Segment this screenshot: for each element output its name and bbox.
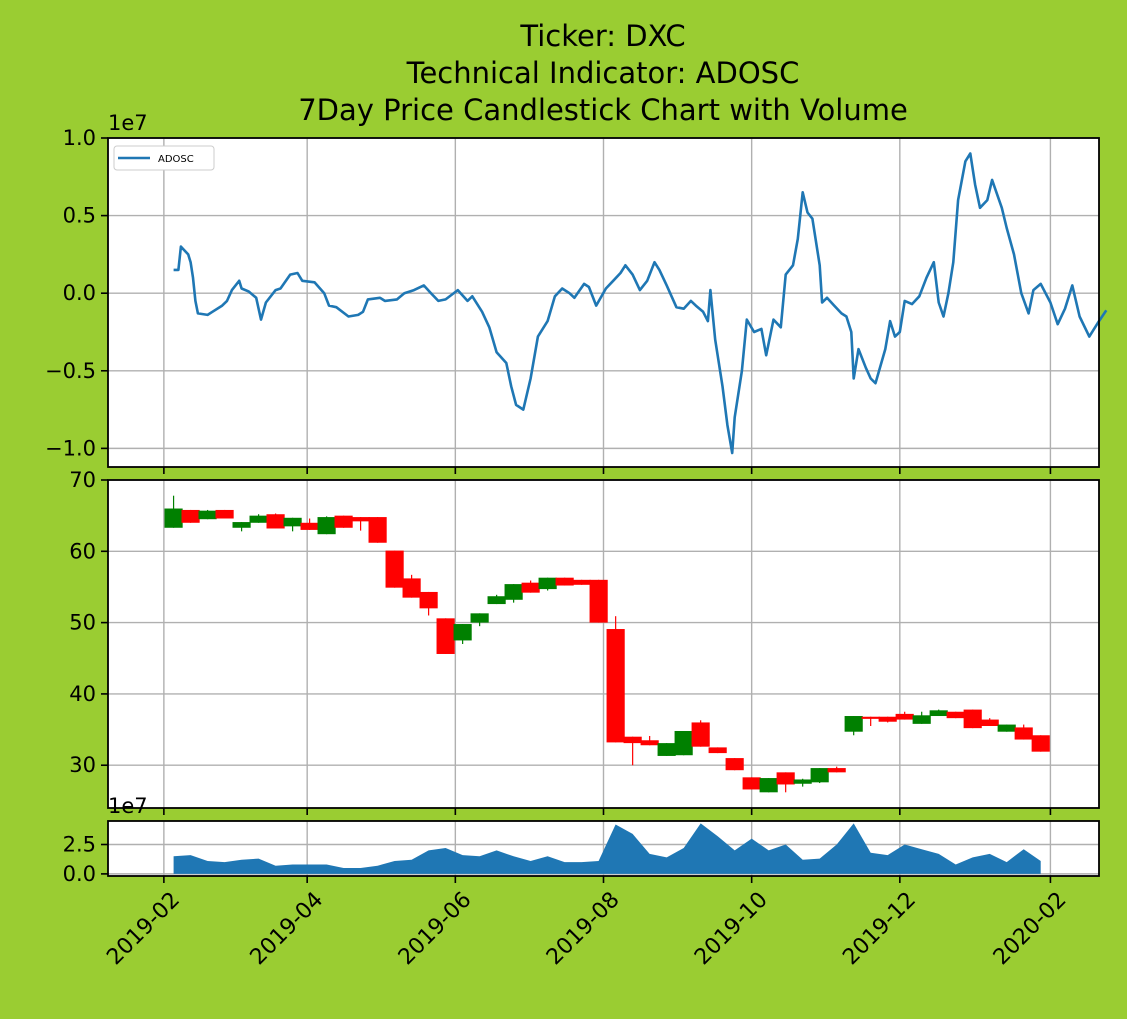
candle-body-6 [266, 514, 285, 529]
candle-body-37 [793, 779, 812, 784]
candle-y-tick-label-0: 70 [69, 468, 96, 492]
x-tick-label-2: 2019-06 [394, 887, 477, 970]
adosc-y-tick-label-3: −0.5 [45, 359, 96, 383]
candle-body-9 [317, 517, 336, 535]
candle-body-12 [368, 517, 387, 543]
candle-body-30 [674, 730, 693, 756]
chart-title-line-2: Technical Indicator: ADOSC [406, 56, 800, 90]
volume-frame [107, 820, 1100, 877]
candle-body-20 [504, 584, 523, 600]
x-tick-label-3: 2019-08 [542, 887, 625, 970]
candle-body-49 [997, 724, 1016, 732]
candle-body-0 [164, 508, 183, 528]
candlestick-panel: 70 60 50 40 30 [69, 468, 1100, 815]
candle-body-48 [980, 719, 999, 726]
candle-y-tick-label-2: 50 [69, 611, 96, 635]
adosc-y-tick-label-0: 1.0 [63, 126, 96, 150]
candle-body-1 [181, 509, 200, 523]
chart-title-line-3: 7Day Price Candlestick Chart with Volume [298, 93, 908, 127]
volume-area [173, 823, 1041, 874]
candle-body-13 [385, 550, 404, 588]
candle-body-24 [572, 579, 591, 585]
candle-y-tick-label-3: 40 [69, 682, 96, 706]
candle-body-17 [453, 624, 472, 641]
candle-body-42 [878, 716, 897, 722]
candle-body-31 [691, 722, 710, 747]
candle-body-11 [351, 517, 370, 522]
candle-body-19 [487, 596, 506, 605]
candle-body-23 [555, 577, 574, 586]
adosc-y-tick-label-2: 0.0 [63, 281, 96, 305]
candle-body-25 [589, 579, 608, 623]
volume-offset-label: 1e7 [108, 794, 148, 818]
x-tick-label-4: 2019-10 [690, 887, 773, 970]
x-tick-label-0: 2019-02 [102, 887, 185, 970]
candle-body-8 [300, 522, 319, 530]
candle-body-43 [895, 713, 914, 720]
candle-body-45 [929, 710, 948, 717]
adosc-legend-box [113, 145, 215, 171]
candle-body-35 [759, 778, 778, 793]
adosc-legend-label: ADOSC [158, 154, 194, 165]
candle-body-47 [963, 709, 982, 729]
candle-body-28 [640, 740, 659, 746]
candle-body-3 [215, 509, 234, 519]
candle-body-5 [249, 515, 268, 523]
candle-body-46 [946, 711, 965, 719]
candle-body-51 [1031, 735, 1050, 752]
candle-y-tick-label-1: 60 [69, 539, 96, 563]
candle-frame [107, 479, 1100, 809]
candle-body-7 [283, 517, 302, 527]
candle-y-tick-label-4: 30 [69, 753, 96, 777]
candle-body-26 [606, 629, 625, 743]
candle-body-10 [334, 515, 353, 528]
candle-body-16 [436, 618, 455, 654]
adosc-offset-label: 1e7 [108, 111, 148, 135]
chart-title-line-1: Ticker: DXC [519, 19, 685, 53]
volume-y-tick-label-1: 0.0 [63, 862, 96, 886]
candle-body-27 [623, 736, 642, 744]
candle-body-32 [708, 747, 727, 754]
adosc-panel: 1.0 0.5 0.0 −0.5 −1.0 1e7 ADOSC [45, 111, 1108, 474]
adosc-frame [107, 137, 1100, 468]
x-tick-label-1: 2019-04 [246, 887, 329, 970]
adosc-line [173, 152, 1108, 455]
volume-panel: 2.5 0.0 1e7 2019-02 2019-04 2019-06 2019-08 201… [63, 794, 1100, 970]
candle-body-39 [827, 768, 846, 773]
x-tick-label-5: 2019-12 [838, 887, 921, 970]
candle-body-22 [538, 577, 557, 590]
candle-body-29 [657, 743, 676, 756]
candle-body-33 [725, 758, 744, 771]
volume-y-tick-label-0: 2.5 [63, 833, 96, 857]
x-tick-label-6: 2020-02 [989, 887, 1072, 970]
candle-body-14 [402, 578, 421, 598]
candle-body-38 [810, 768, 829, 783]
candle-body-36 [776, 772, 795, 785]
adosc-y-tick-label-4: −1.0 [45, 436, 96, 460]
candle-body-18 [470, 613, 489, 623]
candle-body-44 [912, 715, 931, 724]
adosc-y-tick-label-1: 0.5 [63, 204, 96, 228]
candle-body-21 [521, 582, 540, 593]
candle-body-50 [1014, 727, 1033, 740]
candle-body-34 [742, 777, 761, 790]
candle-body-4 [232, 522, 251, 528]
candle-body-40 [844, 716, 863, 732]
candle-body-15 [419, 591, 438, 609]
candle-body-2 [198, 510, 217, 520]
candle-body-41 [861, 716, 880, 719]
